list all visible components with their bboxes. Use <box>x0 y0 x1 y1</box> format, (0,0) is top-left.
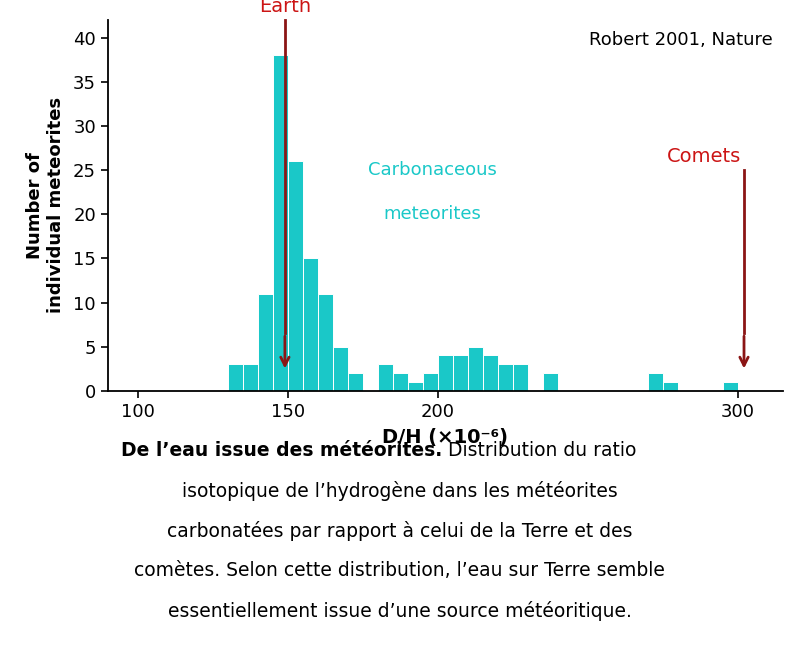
Bar <box>303 259 318 391</box>
Bar <box>648 373 663 391</box>
Text: Carbonaceous: Carbonaceous <box>368 161 496 179</box>
Bar <box>258 294 273 391</box>
Bar <box>393 373 408 391</box>
Bar <box>348 373 363 391</box>
Text: comètes. Selon cette distribution, l’eau sur Terre semble: comètes. Selon cette distribution, l’eau… <box>134 561 665 580</box>
Bar <box>543 373 558 391</box>
Bar <box>318 294 333 391</box>
Bar <box>498 364 513 391</box>
Y-axis label: Number of
individual meteorites: Number of individual meteorites <box>26 98 65 313</box>
Bar <box>453 355 468 391</box>
Bar <box>228 364 243 391</box>
Bar <box>333 347 348 391</box>
Bar <box>483 355 498 391</box>
Text: carbonatées par rapport à celui de la Terre et des: carbonatées par rapport à celui de la Te… <box>167 521 632 541</box>
Bar <box>438 355 453 391</box>
Bar <box>663 382 678 391</box>
Bar <box>378 364 393 391</box>
Text: essentiellement issue d’une source météoritique.: essentiellement issue d’une source météo… <box>168 601 631 621</box>
Text: Robert 2001, Nature: Robert 2001, Nature <box>589 31 773 49</box>
Bar <box>468 347 483 391</box>
Text: Distribution du ratio: Distribution du ratio <box>442 441 637 460</box>
Text: isotopique de l’hydrogène dans les météorites: isotopique de l’hydrogène dans les météo… <box>181 481 618 501</box>
Bar <box>723 382 738 391</box>
Bar <box>513 364 528 391</box>
Text: De l’eau issue des météorites.: De l’eau issue des météorites. <box>121 441 442 460</box>
Bar <box>273 55 288 391</box>
Bar <box>288 161 303 391</box>
Bar <box>408 382 423 391</box>
Text: Earth: Earth <box>259 0 311 15</box>
Bar <box>243 364 258 391</box>
X-axis label: D/H (×10⁻⁶): D/H (×10⁻⁶) <box>383 428 508 446</box>
Text: Comets: Comets <box>666 147 741 166</box>
Bar <box>423 373 438 391</box>
Text: meteorites: meteorites <box>383 205 481 223</box>
